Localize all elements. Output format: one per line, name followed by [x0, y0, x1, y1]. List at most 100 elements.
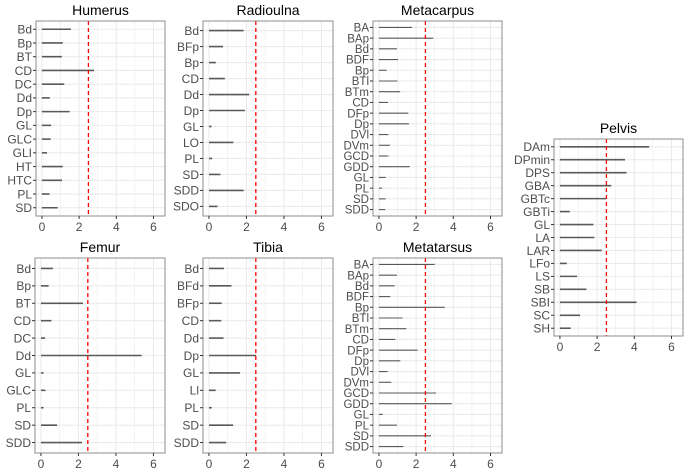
y-tick-label: PL	[355, 420, 370, 432]
x-tick-label: 4	[113, 457, 120, 471]
y-tick-label: SD	[15, 201, 32, 215]
y-tick-label: Dp	[184, 104, 200, 118]
panel-border	[35, 20, 166, 217]
y-tick-label: Bp	[184, 56, 199, 70]
x-tick-label: 2	[243, 220, 250, 234]
y-tick-label: Bp	[16, 279, 31, 293]
x-tick-label: 2	[243, 457, 250, 471]
y-tick-label: DPS	[525, 166, 550, 180]
y-tick-label: DFp	[347, 108, 369, 120]
y-tick-label: LA	[535, 231, 550, 245]
y-tick-label: GBTi	[523, 205, 550, 219]
y-tick-label: Bd	[355, 281, 369, 293]
y-tick-label: DC	[15, 77, 33, 91]
y-tick-label: Dp	[354, 119, 369, 131]
y-tick-label: DVl	[350, 130, 369, 142]
y-tick-label: GBTc	[521, 192, 550, 206]
panel-background	[36, 21, 165, 216]
y-tick-label: Dd	[184, 88, 199, 102]
y-tick-label: SD	[14, 418, 31, 432]
panel-title: Femur	[80, 239, 121, 255]
y-tick-label: GBA	[525, 179, 550, 193]
y-tick-label: CD	[352, 98, 369, 110]
y-tick-label: PL	[16, 401, 31, 415]
y-tick-label: SD	[353, 194, 369, 206]
x-tick-label: 0	[39, 220, 46, 234]
x-tick-label: 2	[594, 340, 601, 354]
x-tick-label: 0	[376, 457, 383, 471]
x-tick-label: 0	[376, 220, 383, 234]
y-tick-label: BAp	[347, 33, 369, 45]
x-tick-label: 0	[557, 340, 564, 354]
y-tick-label: SDD	[174, 184, 200, 198]
x-tick-label: 6	[318, 220, 325, 234]
x-tick-label: 2	[413, 220, 420, 234]
y-tick-label: Bp	[355, 65, 369, 77]
panel-border	[372, 257, 503, 454]
y-tick-label: SDD	[6, 436, 32, 450]
y-tick-label: Bd	[355, 44, 369, 56]
x-tick-label: 4	[281, 220, 288, 234]
y-tick-label: BTm	[345, 87, 369, 99]
y-tick-label: SB	[534, 283, 550, 297]
y-tick-label: CD	[15, 64, 33, 78]
panel-metacarpus: BABApBdBDFBpBTlBTmCDDFpDpDVlDVmGCDGDDGLP…	[343, 2, 503, 234]
panel-title: Humerus	[72, 2, 129, 18]
x-tick-label: 6	[318, 457, 325, 471]
x-tick-label: 4	[281, 457, 288, 471]
y-tick-label: PL	[184, 401, 199, 415]
y-tick-label: Ll	[190, 384, 199, 398]
y-tick-label: PL	[184, 152, 199, 166]
y-tick-label: GL	[354, 410, 370, 422]
y-tick-label: LAR	[527, 244, 551, 258]
panel-metatarsus: BABApBdBDFBpBTlBTmCDDFpDpDVlDVmGCDGDDGLP…	[343, 239, 503, 471]
y-tick-label: HTC	[7, 174, 32, 188]
y-tick-label: GL	[183, 120, 199, 134]
panel-title: Pelvis	[600, 120, 637, 136]
y-tick-label: GCD	[343, 151, 369, 163]
y-tick-label: BA	[354, 23, 370, 35]
x-tick-label: 6	[487, 457, 494, 471]
y-tick-label: BFp	[177, 40, 199, 54]
x-tick-label: 2	[76, 220, 83, 234]
panel-tibia: Bd BFd BFp CD Dd Dp GL Ll PL SD SDD 0 2 4 6 Tibia	[174, 239, 334, 471]
y-tick-label: SC	[533, 309, 550, 323]
y-tick-label: CD	[182, 314, 200, 328]
x-tick-label: 4	[450, 457, 457, 471]
y-tick-label: BA	[354, 260, 370, 272]
y-tick-label: GL	[16, 119, 32, 133]
y-tick-label: DVm	[343, 140, 369, 152]
y-tick-label: BT	[17, 50, 33, 64]
panel-background	[373, 258, 502, 453]
y-tick-label: SDO	[173, 200, 199, 214]
y-tick-label: BFd	[177, 279, 199, 293]
y-tick-label: SD	[182, 168, 199, 182]
y-tick-label: GL	[183, 366, 199, 380]
y-tick-label: Bd	[184, 24, 199, 38]
y-tick-label: BFp	[177, 297, 199, 311]
y-tick-label: SH	[533, 322, 550, 336]
y-tick-label: GL	[534, 218, 550, 232]
y-tick-label: DPmin	[514, 153, 550, 167]
x-tick-label: 2	[75, 457, 82, 471]
y-tick-label: GL	[354, 173, 370, 185]
y-tick-label: BT	[16, 297, 32, 311]
y-tick-label: BDF	[346, 292, 369, 304]
y-tick-label: Bd	[16, 262, 31, 276]
y-tick-label: CD	[14, 314, 32, 328]
panel-border	[202, 20, 334, 217]
y-tick-label: Dd	[17, 91, 32, 105]
y-tick-label: SD	[353, 431, 369, 443]
x-tick-label: 6	[487, 220, 494, 234]
y-tick-label: Dp	[354, 356, 369, 368]
y-tick-label: BDF	[346, 55, 369, 67]
y-tick-label: LFo	[529, 257, 550, 271]
y-tick-label: SDD	[345, 442, 369, 454]
y-tick-label: DVm	[343, 377, 369, 389]
y-tick-label: Dd	[16, 349, 31, 363]
y-tick-label: SDD	[345, 205, 369, 217]
x-tick-label: 0	[206, 457, 213, 471]
y-tick-label: BTl	[352, 313, 369, 325]
